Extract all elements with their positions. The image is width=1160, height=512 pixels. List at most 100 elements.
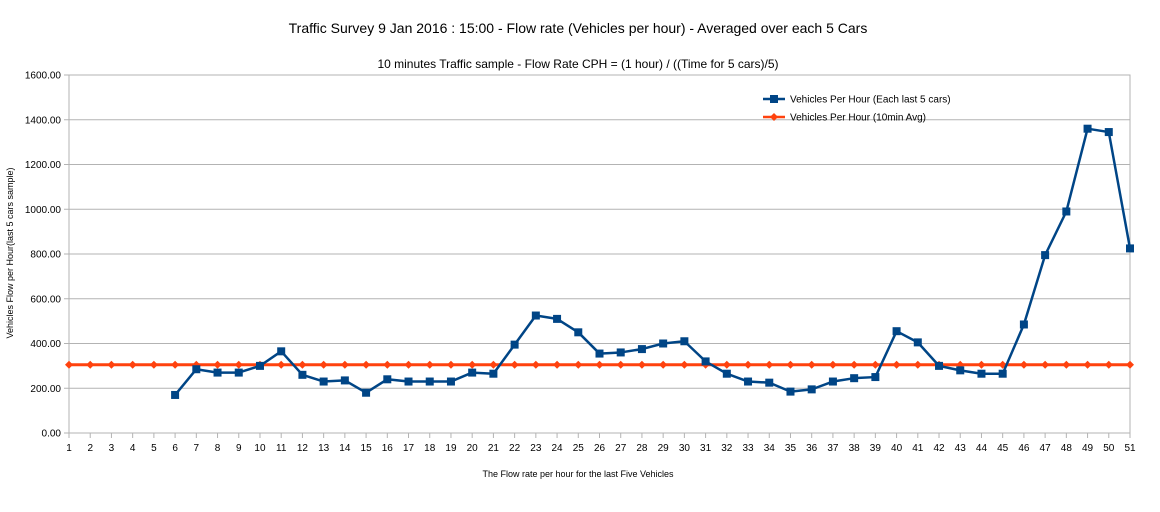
x-tick-label: 16 <box>382 443 394 454</box>
data-point <box>319 360 328 369</box>
x-tick-label: 34 <box>764 443 776 454</box>
data-point <box>595 349 604 358</box>
legend-marker <box>770 95 778 103</box>
data-point <box>935 361 944 370</box>
data-point <box>553 314 562 323</box>
chart-subtitle: 10 minutes Traffic sample - Flow Rate CP… <box>377 57 778 71</box>
x-tick-label: 33 <box>742 443 754 454</box>
y-tick-label: 400.00 <box>30 339 61 350</box>
x-tick-label: 46 <box>1018 443 1030 454</box>
data-point <box>362 360 371 369</box>
data-point <box>616 348 625 357</box>
x-tick-label: 29 <box>658 443 670 454</box>
x-tick-label: 26 <box>594 443 606 454</box>
data-point <box>659 360 668 369</box>
x-tick-label: 44 <box>976 443 988 454</box>
x-tick-label: 30 <box>679 443 691 454</box>
data-point <box>531 311 540 320</box>
series-line <box>174 127 1132 396</box>
data-point <box>828 360 837 369</box>
legend-label: Vehicles Per Hour (Each last 5 cars) <box>790 95 951 106</box>
x-tick-label: 28 <box>636 443 648 454</box>
data-point <box>298 370 307 379</box>
data-point <box>892 327 901 336</box>
data-point <box>510 340 519 349</box>
data-point <box>807 385 816 394</box>
data-point <box>913 360 922 369</box>
x-tick-label: 27 <box>615 443 627 454</box>
x-tick-label: 1 <box>66 443 72 454</box>
x-tick-label: 6 <box>172 443 178 454</box>
x-tick-label: 35 <box>785 443 797 454</box>
data-point <box>213 360 222 369</box>
x-tick-label: 20 <box>467 443 479 454</box>
data-point <box>765 360 774 369</box>
data-point <box>489 360 498 369</box>
x-tick-label: 17 <box>403 443 415 454</box>
data-point <box>340 376 349 385</box>
data-point <box>446 377 455 386</box>
data-point <box>850 360 859 369</box>
x-tick-label: 38 <box>849 443 861 454</box>
data-point <box>786 360 795 369</box>
data-point <box>510 360 519 369</box>
data-point <box>468 368 477 377</box>
data-point <box>531 360 540 369</box>
data-point <box>1104 360 1113 369</box>
data-point <box>701 357 710 366</box>
x-tick-label: 41 <box>912 443 924 454</box>
data-point <box>107 360 116 369</box>
y-tick-label: 200.00 <box>30 384 61 395</box>
data-point <box>637 345 646 354</box>
data-point <box>425 377 434 386</box>
data-point <box>171 390 180 399</box>
data-point <box>489 369 498 378</box>
data-point <box>468 360 477 369</box>
data-point <box>807 360 816 369</box>
x-tick-label: 10 <box>254 443 266 454</box>
data-point <box>362 388 371 397</box>
data-point <box>595 360 604 369</box>
data-point <box>828 377 837 386</box>
data-point <box>744 377 753 386</box>
data-point <box>192 365 201 374</box>
data-point <box>340 360 349 369</box>
data-point <box>128 360 137 369</box>
x-tick-label: 47 <box>1040 443 1052 454</box>
x-tick-label: 5 <box>151 443 157 454</box>
legend-marker <box>770 113 778 121</box>
data-point <box>1062 360 1071 369</box>
data-point <box>234 368 243 377</box>
x-tick-label: 18 <box>424 443 436 454</box>
x-tick-label: 23 <box>530 443 542 454</box>
y-tick-label: 800.00 <box>30 250 61 261</box>
x-tick-label: 21 <box>488 443 500 454</box>
data-point <box>680 360 689 369</box>
y-tick-labels: 0.00 200.00 400.00 600.00 800.00 1000.00 1200.… <box>25 71 62 440</box>
data-point <box>277 347 286 356</box>
data-point <box>255 361 264 370</box>
x-tick-label: 4 <box>130 443 136 454</box>
y-tick-label: 1400.00 <box>25 115 62 126</box>
data-point <box>637 360 646 369</box>
x-tick-label: 12 <box>297 443 309 454</box>
data-point <box>871 360 880 369</box>
x-tick-label: 36 <box>806 443 818 454</box>
x-tick-label: 48 <box>1061 443 1073 454</box>
x-axis-label: The Flow rate per hour for the last Five… <box>482 469 674 479</box>
x-tick-label: 49 <box>1082 443 1094 454</box>
x-tick-label: 51 <box>1124 443 1136 454</box>
data-point <box>404 377 413 386</box>
data-point <box>213 368 222 377</box>
series-per-5-cars <box>171 124 1134 399</box>
x-tick-label: 39 <box>870 443 882 454</box>
data-point <box>553 360 562 369</box>
x-tick-label: 42 <box>933 443 945 454</box>
data-point <box>171 360 180 369</box>
data-point <box>913 338 922 347</box>
x-tick-label: 8 <box>215 443 221 454</box>
data-point <box>1062 207 1071 216</box>
gridlines <box>69 74 1130 434</box>
data-point <box>659 339 668 348</box>
